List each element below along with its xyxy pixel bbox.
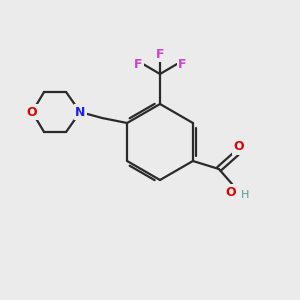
Text: F: F xyxy=(134,58,142,70)
Text: O: O xyxy=(27,106,38,118)
Text: O: O xyxy=(226,185,236,199)
Text: F: F xyxy=(178,58,186,70)
Text: F: F xyxy=(156,47,164,61)
Text: N: N xyxy=(75,106,85,118)
Text: H: H xyxy=(241,190,249,200)
Text: O: O xyxy=(234,140,244,154)
